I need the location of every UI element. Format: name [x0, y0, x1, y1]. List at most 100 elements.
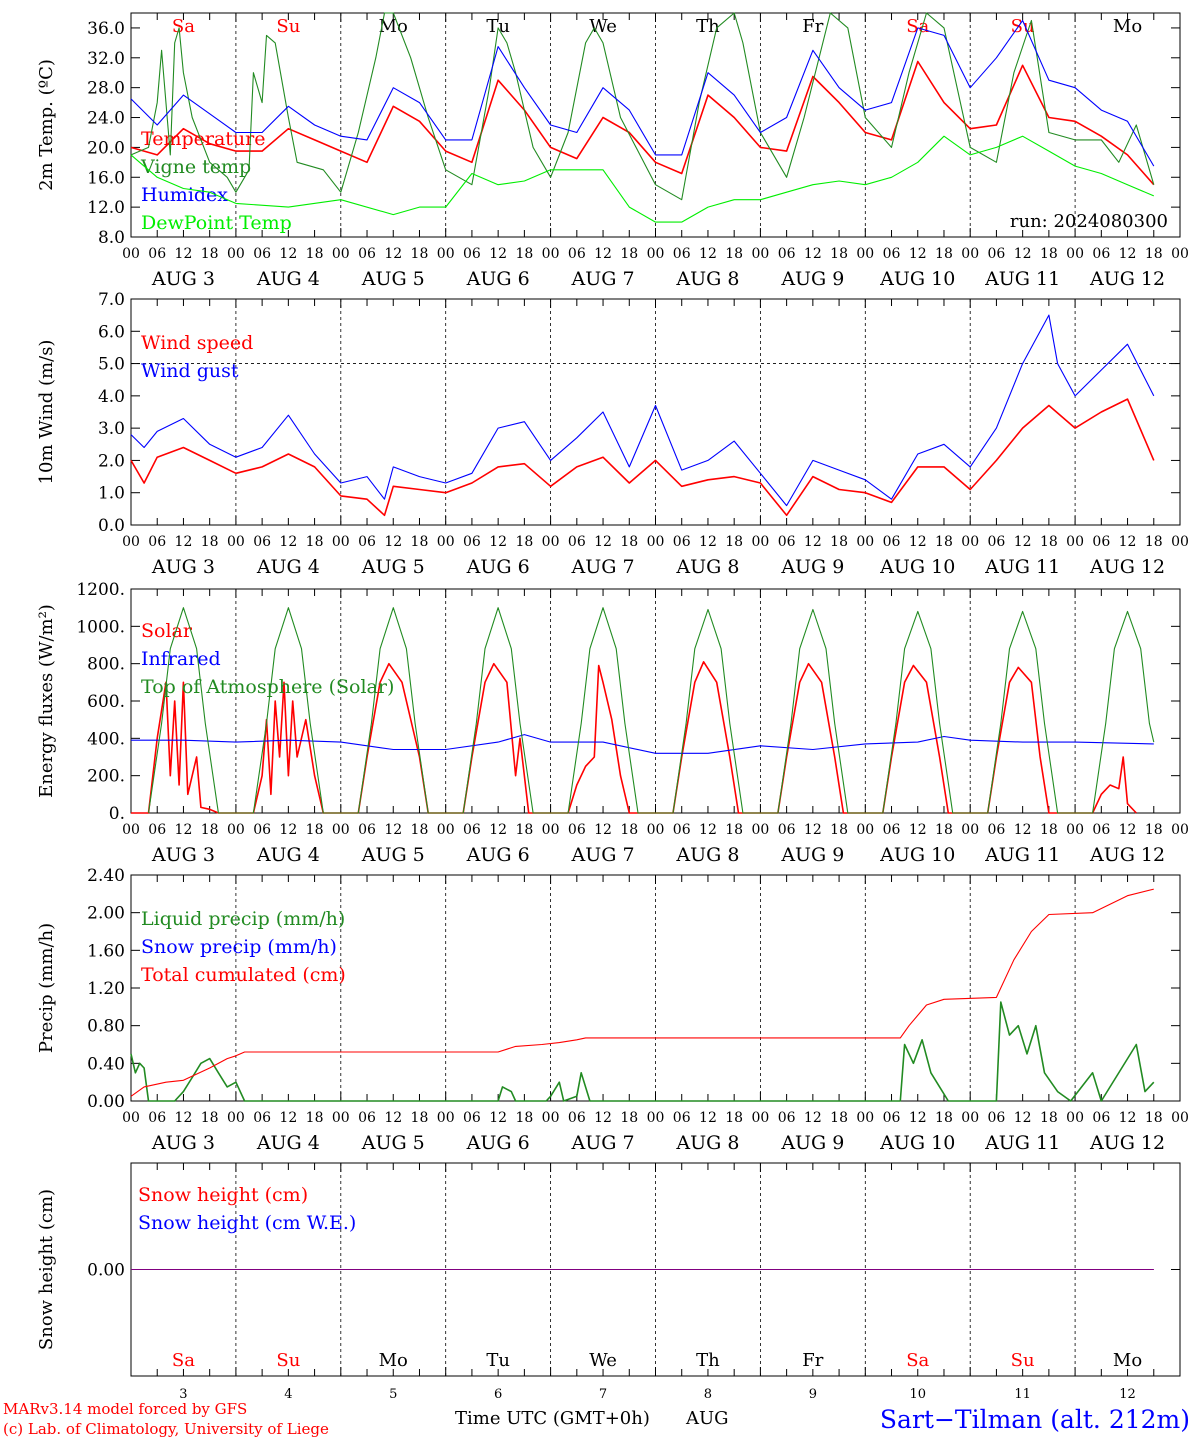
panel-2: 0.0 1.0 2.0 3.0 4.0 5.0 6.0 7.0 10m Wind (m/s) 00…	[36, 290, 1189, 578]
x-hour-label: 00	[751, 534, 769, 550]
x-hour-label: 00	[856, 534, 874, 550]
x-hour-label: 18	[830, 822, 848, 838]
footer-model: MARv3.14 model forced by GFS	[3, 1400, 247, 1418]
x-hour-label: 12	[1119, 1110, 1137, 1126]
x-hour-label: 18	[411, 1110, 429, 1126]
y-tick-label: 0.80	[87, 1017, 125, 1037]
x-date-label: AUG 12	[1089, 556, 1165, 578]
x-hour-label: 18	[201, 822, 219, 838]
x-hour-label: 06	[463, 822, 481, 838]
x-date-label: AUG 10	[879, 1132, 955, 1154]
x-hour-label: 06	[778, 534, 796, 550]
x-hour-label: 06	[1092, 822, 1110, 838]
station-label: Sart−Tilman (alt. 212m)	[880, 1405, 1190, 1434]
x-date-label: AUG 8	[675, 268, 739, 290]
x-hour-label: 12	[804, 1110, 822, 1126]
x-hour-label: 12	[489, 822, 507, 838]
day-name-label: Sa	[172, 16, 195, 37]
x-hour-label: 00	[122, 822, 140, 838]
x-date-label: AUG 5	[361, 556, 425, 578]
y-tick-label: 1.60	[87, 941, 125, 961]
x-hour-label: 12	[909, 534, 927, 550]
x-day-number: 8	[704, 1387, 712, 1402]
footer-copyright: (c) Lab. of Climatology, University of L…	[3, 1420, 329, 1438]
x-hour-label: 06	[568, 1110, 586, 1126]
legend-entry: Solar	[141, 620, 193, 642]
x-hour-label: 18	[1145, 534, 1163, 550]
x-date-label: AUG 9	[780, 268, 844, 290]
x-date-label: AUG 3	[151, 844, 215, 866]
legend-entry: Wind speed	[141, 332, 253, 354]
y-tick-label: 0.40	[87, 1054, 125, 1074]
x-hour-label: 00	[751, 822, 769, 838]
x-hour-label: 12	[384, 822, 402, 838]
x-hour-label: 12	[279, 1110, 297, 1126]
x-hour-label: 12	[699, 822, 717, 838]
y-axis-label: Precip (mm/h)	[36, 923, 57, 1053]
day-name-label: Tu	[486, 1350, 510, 1371]
x-hour-label: 06	[673, 534, 691, 550]
x-hour-label: 12	[1014, 822, 1032, 838]
legend-entry: Snow precip (mm/h)	[141, 936, 337, 958]
x-hour-label: 06	[463, 246, 481, 262]
x-date-label: AUG 10	[879, 844, 955, 866]
x-date-label: AUG 4	[256, 268, 320, 290]
x-hour-label: 00	[437, 822, 455, 838]
x-hour-label: 06	[883, 1110, 901, 1126]
x-hour-label: 12	[279, 246, 297, 262]
x-hour-label: 00	[961, 1110, 979, 1126]
x-hour-label: 12	[909, 1110, 927, 1126]
x-hour-label: 12	[1014, 1110, 1032, 1126]
x-hour-label: 18	[935, 246, 953, 262]
x-hour-label: 00	[542, 534, 560, 550]
x-day-number: 10	[909, 1387, 926, 1402]
x-day-number: 6	[494, 1387, 502, 1402]
x-hour-label: 00	[961, 534, 979, 550]
y-tick-label: 16.0	[87, 168, 125, 188]
x-hour-label: 00	[437, 534, 455, 550]
x-hour-label: 12	[279, 534, 297, 550]
x-day-number: 7	[599, 1387, 607, 1402]
x-hour-label: 06	[883, 822, 901, 838]
y-tick-label: 3.0	[98, 419, 125, 439]
x-hour-label: 06	[148, 534, 166, 550]
panel-3: 0. 200. 400. 600. 800. 1000. 1200. Energy fluxe…	[36, 580, 1189, 866]
day-name-label: Tu	[486, 16, 510, 37]
x-date-label: AUG 4	[256, 1132, 320, 1154]
x-date-label: AUG 11	[984, 556, 1060, 578]
y-tick-label: 32.0	[87, 49, 125, 69]
x-hour-label: 12	[594, 246, 612, 262]
y-tick-label: 1.20	[87, 979, 125, 999]
x-hour-label: 12	[384, 246, 402, 262]
x-hour-label: 18	[306, 246, 324, 262]
y-tick-label: 28.0	[87, 79, 125, 99]
x-hour-label: 18	[411, 246, 429, 262]
x-hour-label: 06	[253, 246, 271, 262]
series-line-temperature	[130, 60, 1155, 186]
day-name-label: Sa	[906, 1350, 929, 1371]
x-hour-label: 12	[1014, 534, 1032, 550]
x-date-label: AUG 11	[984, 1132, 1060, 1154]
x-date-label: AUG 3	[151, 1132, 215, 1154]
day-name-label: Th	[696, 1350, 720, 1371]
x-hour-label: 06	[358, 534, 376, 550]
x-hour-label: 18	[306, 1110, 324, 1126]
x-hour-label: 00	[437, 246, 455, 262]
x-hour-label: 06	[673, 246, 691, 262]
y-tick-label: 1200.	[76, 580, 125, 600]
x-hour-label: 00	[856, 822, 874, 838]
y-tick-label: 2.40	[87, 866, 125, 886]
x-hour-label: 00	[1066, 1110, 1084, 1126]
y-tick-label: 0.0	[98, 516, 125, 536]
x-hour-label: 12	[909, 246, 927, 262]
x-date-label: AUG 6	[466, 268, 530, 290]
y-tick-label: 5.0	[98, 355, 125, 375]
x-hour-label: 06	[778, 822, 796, 838]
day-name-label: We	[589, 16, 617, 37]
x-hour-label: 00	[1171, 822, 1189, 838]
x-hour-label: 06	[988, 246, 1006, 262]
x-hour-label: 12	[804, 246, 822, 262]
x-hour-label: 06	[148, 1110, 166, 1126]
x-hour-label: 06	[988, 534, 1006, 550]
x-hour-label: 06	[568, 534, 586, 550]
